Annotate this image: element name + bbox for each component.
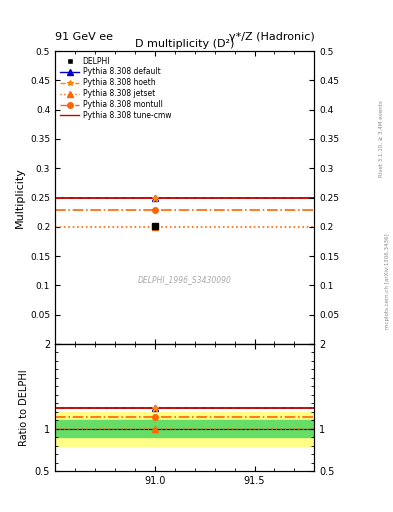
Y-axis label: Ratio to DELPHI: Ratio to DELPHI bbox=[19, 369, 29, 446]
Text: Rivet 3.1.10, ≥ 3.4M events: Rivet 3.1.10, ≥ 3.4M events bbox=[379, 100, 384, 177]
Bar bbox=[55, 420, 314, 437]
Text: γ*/Z (Hadronic): γ*/Z (Hadronic) bbox=[229, 32, 314, 42]
Title: D multiplicity (D²): D multiplicity (D²) bbox=[135, 39, 234, 49]
Text: mcplots.cern.ch [arXiv:1306.3436]: mcplots.cern.ch [arXiv:1306.3436] bbox=[385, 234, 389, 329]
Text: DELPHI_1996_S3430090: DELPHI_1996_S3430090 bbox=[138, 275, 231, 284]
Legend: DELPHI, Pythia 8.308 default, Pythia 8.308 hoeth, Pythia 8.308 jetset, Pythia 8.: DELPHI, Pythia 8.308 default, Pythia 8.3… bbox=[59, 55, 173, 122]
Bar bbox=[55, 412, 314, 445]
Text: 91 GeV ee: 91 GeV ee bbox=[55, 32, 113, 42]
Y-axis label: Multiplicity: Multiplicity bbox=[15, 167, 24, 228]
